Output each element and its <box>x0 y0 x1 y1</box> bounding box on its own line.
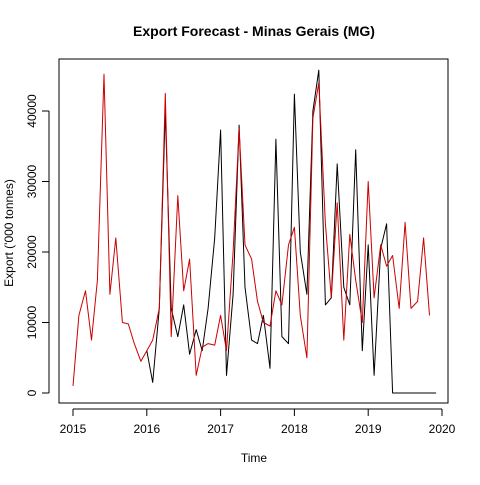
x-tick-label: 2018 <box>281 422 308 436</box>
x-tick-label: 2015 <box>60 422 87 436</box>
chart-title: Export Forecast - Minas Gerais (MG) <box>133 23 375 39</box>
x-tick-label: 2019 <box>355 422 382 436</box>
x-tick-label: 2020 <box>429 422 456 436</box>
plot-box <box>58 58 449 404</box>
y-tick-label: 0 <box>25 389 39 396</box>
series-line-black <box>146 69 437 394</box>
y-axis: 0 10000 20000 30000 40000 <box>25 94 50 396</box>
series-line-red <box>72 73 430 386</box>
y-tick-label: 10000 <box>25 305 39 339</box>
y-tick-label: 30000 <box>25 164 39 198</box>
x-tick-label: 2016 <box>133 422 160 436</box>
x-axis: 2015 2016 2017 2018 2019 2020 <box>60 408 456 436</box>
x-tick-label: 2017 <box>207 422 234 436</box>
series-lines <box>72 69 437 394</box>
y-tick-label: 40000 <box>25 94 39 128</box>
y-axis-label: Export ('000 tonnes) <box>2 179 16 287</box>
y-tick-label: 20000 <box>25 235 39 269</box>
x-axis-label: Time <box>241 451 268 465</box>
